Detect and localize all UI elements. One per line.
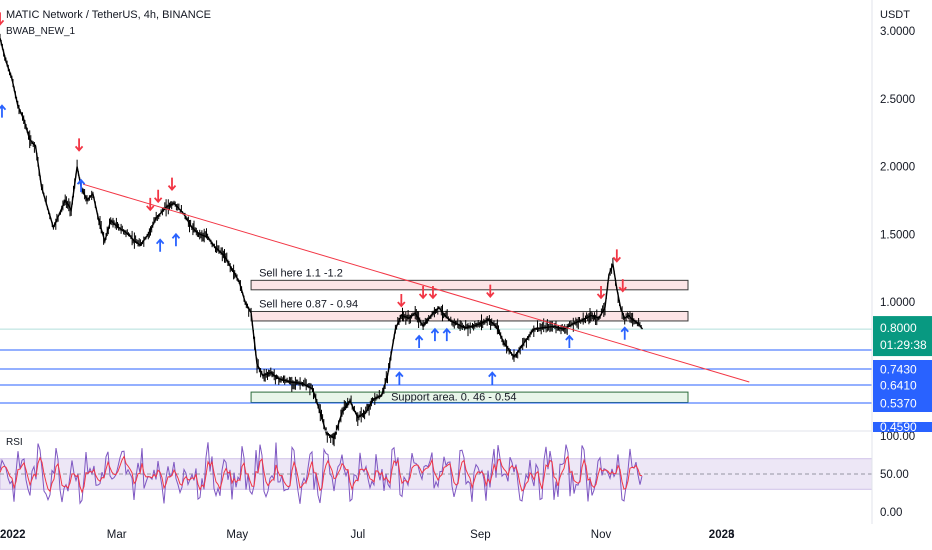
- currency-label: USDT: [880, 9, 910, 21]
- level-price-badge: [873, 360, 932, 378]
- buy-arrow-icon: [488, 371, 497, 385]
- buy-arrow-icon: [565, 334, 574, 349]
- x-tick-label: 6: [728, 529, 734, 541]
- trendline: [82, 183, 750, 383]
- buy-arrow-icon: [442, 327, 451, 342]
- y-tick-label: 2.0000: [880, 162, 915, 174]
- level-price-badge: [873, 422, 932, 432]
- trendline-layer: [82, 183, 750, 383]
- rsi-pane: [0, 430, 873, 505]
- x-tick-label: Nov: [591, 529, 612, 541]
- x-tick-label: 2022: [0, 529, 26, 541]
- level-price-badge: [873, 376, 932, 394]
- sell-zone: [250, 279, 689, 291]
- level-price-text: 0.5370: [880, 397, 917, 411]
- buy-arrow-icon: [155, 238, 165, 252]
- zone-label: Sell here 0.87 - 0.94: [259, 298, 358, 310]
- y-tick-label: 3.0000: [880, 26, 915, 38]
- zones-layer: Sell here 1.1 -1.2 Sell here 0.87 - 0.94 S…: [250, 267, 689, 403]
- sell-arrow-icon: [74, 138, 84, 152]
- x-tick-label: Sep: [470, 529, 490, 541]
- level-price-text: 0.6410: [880, 379, 917, 393]
- buy-arrow-icon: [430, 327, 440, 342]
- rsi-tick-label: 50.00: [880, 469, 909, 481]
- countdown-text: 01:29:38: [880, 338, 927, 352]
- sell-arrow-icon: [153, 189, 163, 204]
- sell-arrow-icon: [0, 12, 5, 26]
- indicator-name: BWAB_NEW_1: [6, 26, 76, 37]
- y-tick-label: 1.5000: [880, 229, 915, 241]
- level-price-badge: [873, 394, 932, 412]
- current-price-badge: [873, 316, 932, 357]
- price-line: [0, 37, 644, 440]
- buy-arrow-icon: [414, 334, 424, 349]
- sell-arrow-icon: [428, 285, 438, 300]
- zone-label: Sell here 1.1 -1.2: [259, 267, 343, 279]
- current-price-text: 0.8000: [880, 321, 917, 335]
- symbol-title: MATIC Network / TetherUS, 4h, BINANCE: [6, 9, 211, 21]
- y-tick-label: 2.5000: [880, 94, 915, 106]
- sell-arrow-icon: [397, 294, 406, 308]
- buy-arrow-icon: [620, 326, 629, 340]
- y-tick-label: 1.0000: [880, 297, 915, 309]
- price-layer: [0, 33, 644, 447]
- rsi-label: RSI: [6, 437, 23, 448]
- rsi-signal-line: [0, 455, 643, 494]
- buy-arrow-icon: [0, 104, 7, 118]
- sell-arrow-icon: [612, 249, 622, 263]
- sell-arrow-icon: [618, 279, 627, 293]
- rsi-tick-label: 0.00: [880, 507, 902, 519]
- x-tick-label: May: [226, 529, 248, 541]
- sell-arrow-icon: [146, 197, 155, 212]
- x-tick-label: Jul: [350, 529, 365, 541]
- level-price-text: 0.4590: [880, 420, 917, 434]
- buy-arrow-icon: [76, 178, 86, 193]
- x-tick-label: 2023: [709, 529, 735, 541]
- signals-layer: [0, 12, 629, 385]
- zone-label: Support area. 0. 46 - 0.54: [391, 391, 516, 403]
- rsi-tick-label: 100.00: [880, 431, 915, 443]
- sell-arrow-icon: [486, 284, 495, 298]
- buy-arrow-icon: [171, 232, 181, 247]
- sell-arrow-icon: [167, 177, 177, 191]
- support-zone: [250, 391, 689, 403]
- x-tick-label: Mar: [107, 529, 127, 541]
- sell-arrow-icon: [596, 285, 606, 300]
- sell-arrow-icon: [418, 285, 428, 300]
- level-price-text: 0.7430: [880, 363, 917, 377]
- buy-arrow-icon: [395, 371, 404, 385]
